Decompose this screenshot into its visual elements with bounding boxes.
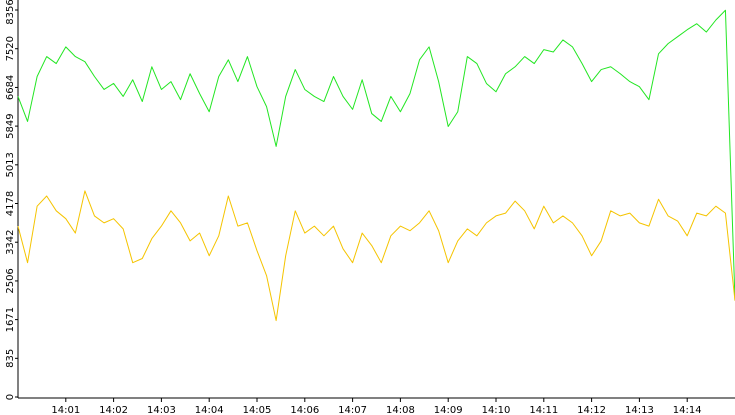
x-tick-label: 14:08	[386, 405, 415, 415]
x-tick-label: 14:04	[195, 405, 224, 415]
x-tick-label: 14:01	[51, 405, 80, 415]
x-tick-label: 14:02	[99, 405, 128, 415]
y-tick-label: 835	[5, 349, 16, 368]
y-tick-label: 2506	[5, 268, 16, 293]
x-tick-label: 14:11	[529, 405, 558, 415]
y-tick-label: 1671	[5, 307, 16, 332]
y-tick-label: 6684	[5, 75, 16, 100]
series-line	[17, 190, 735, 322]
series-line	[17, 9, 735, 301]
x-tick-label: 14:10	[482, 405, 511, 415]
x-tick-label: 14:06	[290, 405, 319, 415]
x-tick-label: 14:03	[147, 405, 176, 415]
y-tick-label: 4178	[5, 191, 16, 216]
x-tick-label: 14:09	[434, 405, 463, 415]
y-tick-label: 3342	[5, 229, 16, 254]
y-tick-label: 5013	[5, 152, 16, 177]
x-tick-label: 14:14	[673, 405, 702, 415]
x-tick-label: 14:07	[338, 405, 367, 415]
x-tick-label: 14:05	[243, 405, 272, 415]
y-tick-label: 0	[5, 394, 16, 400]
x-tick-label: 14:12	[577, 405, 606, 415]
y-tick-label: 8356	[5, 0, 16, 25]
x-tick-label: 14:13	[625, 405, 654, 415]
y-tick-label: 5849	[5, 113, 16, 138]
y-tick-label: 7520	[5, 36, 16, 61]
